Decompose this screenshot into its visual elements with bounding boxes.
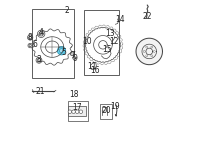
Text: 4: 4 — [39, 28, 44, 37]
Polygon shape — [136, 38, 162, 65]
Circle shape — [70, 52, 74, 56]
Circle shape — [146, 55, 148, 57]
Text: 11: 11 — [87, 62, 97, 71]
Circle shape — [72, 110, 75, 113]
Text: 17: 17 — [72, 103, 82, 112]
Bar — [84, 10, 119, 75]
Circle shape — [143, 51, 145, 52]
Bar — [68, 106, 86, 116]
Circle shape — [146, 46, 148, 48]
Text: 9: 9 — [73, 54, 77, 63]
Circle shape — [59, 49, 64, 53]
Circle shape — [57, 47, 66, 55]
Text: 12: 12 — [109, 37, 119, 46]
Text: 16: 16 — [90, 66, 100, 75]
Circle shape — [153, 51, 155, 52]
Bar — [68, 101, 88, 121]
Text: 13: 13 — [105, 29, 114, 38]
Circle shape — [79, 110, 83, 113]
Text: 20: 20 — [102, 106, 111, 115]
Text: 5: 5 — [62, 48, 66, 57]
Text: 8: 8 — [28, 33, 33, 42]
Bar — [32, 9, 74, 78]
Circle shape — [75, 110, 79, 113]
Text: 3: 3 — [37, 55, 41, 64]
Text: 22: 22 — [142, 12, 152, 21]
Text: 19: 19 — [111, 102, 120, 111]
Circle shape — [68, 110, 72, 113]
Text: 14: 14 — [115, 15, 125, 24]
Text: 15: 15 — [102, 45, 111, 55]
Circle shape — [73, 57, 76, 60]
Text: 2: 2 — [65, 6, 69, 15]
Text: 10: 10 — [83, 37, 92, 46]
Circle shape — [151, 46, 153, 48]
Bar — [100, 104, 112, 119]
Circle shape — [151, 55, 153, 57]
Text: 7: 7 — [70, 51, 75, 60]
Text: 18: 18 — [70, 90, 79, 99]
Text: 6: 6 — [32, 40, 37, 49]
Text: 21: 21 — [36, 87, 45, 96]
